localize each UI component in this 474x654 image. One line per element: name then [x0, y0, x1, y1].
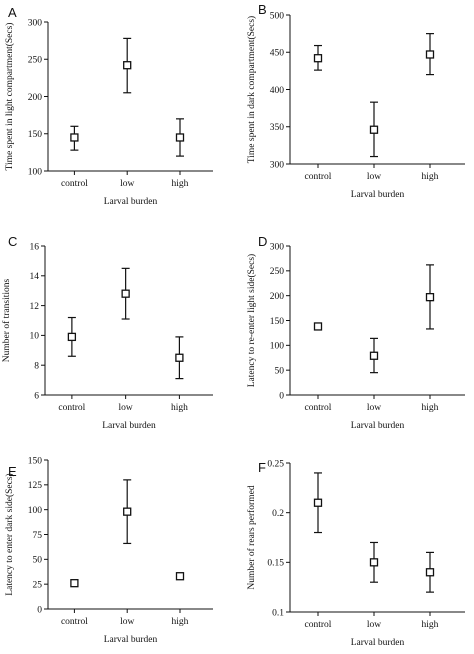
y-axis-title: Number of transitions: [1, 279, 12, 363]
x-tick-label-high: high: [422, 403, 439, 413]
data-point-high: [175, 572, 185, 581]
panel-f: F 0.1 0.15 0.2 0.25 control low high Larval burd…: [246, 459, 465, 648]
x-tick-label-control: control: [58, 403, 85, 413]
y-tick-label: 350: [270, 123, 285, 133]
x-tick-label-low: low: [120, 179, 134, 189]
y-axis-title: Number of rears performed: [246, 485, 257, 589]
y-tick-label: 12: [30, 302, 40, 312]
y-tick-label: 125: [28, 481, 43, 491]
x-tick-label-control: control: [61, 179, 88, 189]
panel-letter: F: [258, 460, 266, 475]
y-tick-label: 400: [270, 86, 285, 96]
panel-c: C 6 8 10 12 14 16 control low high Larval burden Nu…: [1, 234, 213, 431]
y-tick-label: 100: [28, 167, 43, 177]
y-tick-label: 75: [33, 531, 43, 541]
data-point-control: [70, 133, 79, 142]
y-tick-label: 25: [33, 580, 43, 590]
y-tick-label: 150: [28, 130, 43, 140]
y-axis-title: Time spent in dark compartment(Secs): [246, 16, 257, 163]
y-axis-title: Latency to re-enter light side(Secs): [246, 254, 257, 387]
panel-letter: D: [258, 234, 267, 249]
y-tick-label: 100: [270, 342, 285, 352]
y-tick-label: 0: [279, 391, 284, 401]
y-tick-label: 150: [28, 456, 43, 466]
data-point-control: [313, 54, 323, 63]
y-tick-label: 0.25: [267, 459, 284, 469]
y-tick-label: 0.2: [272, 509, 284, 519]
y-axis-title: Time spent in light compartment(Secs): [4, 23, 15, 171]
panel-d: D 0 50 100 150 200 250 300 control low high Larval …: [246, 234, 465, 431]
x-axis-title: Larval burden: [351, 190, 405, 200]
y-tick-label: 250: [28, 56, 43, 66]
y-tick-label: 500: [270, 11, 285, 21]
y-tick-label: 450: [270, 49, 285, 59]
x-tick-label-high: high: [172, 179, 189, 189]
x-tick-label-high: high: [172, 617, 189, 627]
x-axis-title: Larval burden: [104, 197, 158, 207]
x-tick-label-high: high: [422, 172, 439, 182]
x-tick-label-control: control: [305, 620, 332, 630]
panel-letter: C: [8, 234, 17, 249]
data-point-control: [70, 579, 79, 588]
panel-letter: B: [258, 2, 267, 17]
data-point-low: [369, 351, 379, 360]
y-tick-label: 0.15: [267, 559, 284, 569]
x-tick-label-high: high: [422, 620, 439, 630]
x-tick-label-low: low: [120, 617, 134, 627]
x-tick-label-high: high: [171, 403, 188, 413]
y-tick-label: 50: [33, 556, 43, 566]
y-tick-label: 10: [30, 332, 40, 342]
y-tick-label: 50: [275, 366, 285, 376]
y-tick-label: 200: [28, 93, 43, 103]
y-tick-label: 8: [34, 362, 39, 372]
x-tick-label-low: low: [367, 620, 381, 630]
y-tick-label: 16: [30, 242, 40, 252]
y-tick-label: 300: [270, 242, 285, 252]
y-tick-label: 14: [30, 272, 40, 282]
panel-e: E 0 25 50 75 100 125 150 control low high Larval bu…: [4, 456, 213, 645]
data-point-control: [67, 332, 77, 342]
x-tick-label-low: low: [119, 403, 133, 413]
data-point-low: [369, 558, 379, 567]
y-tick-label: 0: [37, 605, 42, 615]
data-point-low: [123, 507, 132, 516]
x-axis-title: Larval burden: [351, 638, 405, 648]
x-tick-label-control: control: [305, 403, 332, 413]
panel-letter: A: [8, 5, 17, 20]
y-tick-label: 250: [270, 267, 285, 277]
data-point-high: [425, 293, 435, 302]
y-tick-label: 200: [270, 292, 285, 302]
y-axis-title: Latency to enter dark side(Secs): [4, 473, 15, 595]
y-tick-label: 300: [270, 160, 285, 170]
data-point-high: [175, 133, 185, 142]
y-tick-label: 150: [270, 317, 285, 327]
data-point-control: [313, 498, 323, 507]
data-point-high: [175, 353, 184, 362]
x-axis-title: Larval burden: [104, 635, 158, 645]
y-tick-label: 0.1: [272, 608, 284, 618]
x-tick-label-control: control: [305, 172, 332, 182]
x-axis-title: Larval burden: [102, 421, 156, 431]
data-point-low: [121, 289, 130, 298]
panel-b: B 300 350 400 450 500 control low high Larval bur…: [246, 2, 465, 200]
y-tick-label: 300: [28, 18, 43, 28]
data-point-low: [123, 61, 132, 70]
y-tick-label: 6: [34, 391, 39, 401]
data-point-high: [425, 50, 435, 59]
y-tick-label: 100: [28, 506, 43, 516]
data-point-high: [425, 568, 435, 577]
data-point-low: [369, 125, 379, 134]
x-tick-label-control: control: [61, 617, 88, 627]
data-point-control: [313, 322, 323, 331]
panel-a: A 100 150 200 250 300 control low high Larval bur…: [4, 5, 213, 207]
x-tick-label-low: low: [367, 172, 381, 182]
x-tick-label-low: low: [367, 403, 381, 413]
panel-letter: E: [8, 464, 17, 479]
x-axis-title: Larval burden: [351, 421, 405, 431]
